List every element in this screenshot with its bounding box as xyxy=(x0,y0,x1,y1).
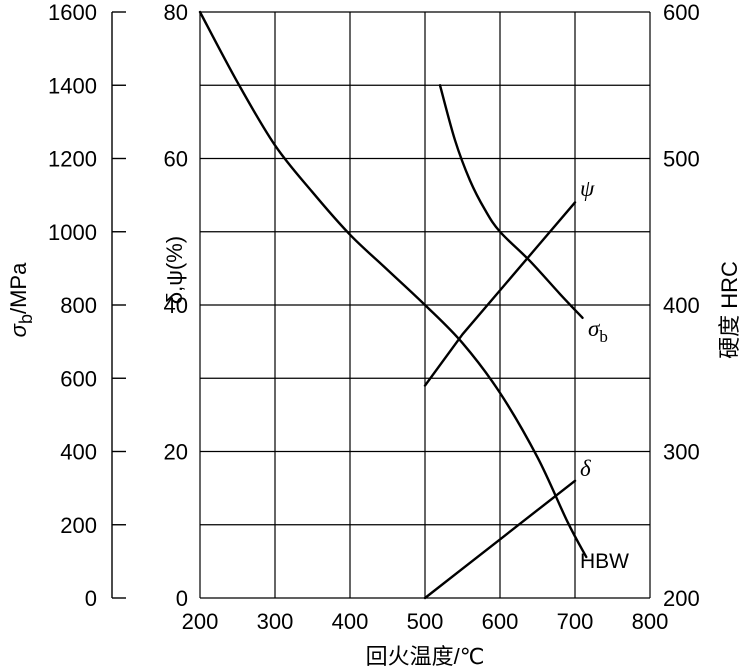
x-tick-label: 600 xyxy=(482,609,519,634)
curves xyxy=(198,10,588,600)
psi-curve-label: ψ xyxy=(580,176,595,201)
middle-tick-label: 20 xyxy=(164,440,188,465)
axes xyxy=(111,11,126,599)
series-line xyxy=(198,10,588,559)
delta-curve-label: δ xyxy=(580,456,591,481)
x-tick-label: 300 xyxy=(257,609,294,634)
left-tick-label: 800 xyxy=(60,293,97,318)
x-axis-title: 回火温度/℃ xyxy=(366,644,485,669)
left-tick-label: 1000 xyxy=(48,220,97,245)
right-tick-label: 300 xyxy=(663,440,700,465)
x-tick-label: 200 xyxy=(182,609,219,634)
x-tick-label: 400 xyxy=(332,609,369,634)
left-axis-title: σb/MPa xyxy=(6,262,36,337)
svg-text:σb/MPa: σb/MPa xyxy=(6,262,36,337)
series-line xyxy=(423,201,577,387)
middle-tick-label: 40 xyxy=(164,293,188,318)
grid xyxy=(199,11,651,599)
svg-text:σb: σb xyxy=(588,316,608,346)
middle-tick-label: 60 xyxy=(164,147,188,172)
left-tick-label: 200 xyxy=(60,513,97,538)
series-line xyxy=(438,84,584,320)
left-tick-label: 1400 xyxy=(48,73,97,98)
right-axis-title: 硬度 HRC xyxy=(717,261,742,359)
series-line xyxy=(423,479,577,600)
x-tick-label: 700 xyxy=(557,609,594,634)
left-tick-label: 1200 xyxy=(48,147,97,172)
right-tick-label: 200 xyxy=(663,586,700,611)
hbw-curve-label: HBW xyxy=(580,550,629,573)
right-tick-label: 600 xyxy=(663,0,700,25)
right-tick-label: 500 xyxy=(663,147,700,172)
left-tick-label: 600 xyxy=(60,366,97,391)
tick-labels: 200 300 400 500 600 700 8000200400600800100012… xyxy=(48,0,700,634)
middle-axis-title: δ,ψ(%) xyxy=(162,236,187,304)
middle-tick-label: 0 xyxy=(176,586,188,611)
sigma-b-curve-label: σb xyxy=(588,316,608,346)
left-tick-label: 1600 xyxy=(48,0,97,25)
x-tick-label: 800 xyxy=(632,609,669,634)
right-tick-label: 400 xyxy=(663,293,700,318)
left-tick-label: 400 xyxy=(60,440,97,465)
x-tick-label: 500 xyxy=(407,609,444,634)
left-tick-label: 0 xyxy=(85,586,97,611)
middle-tick-label: 80 xyxy=(164,0,188,25)
